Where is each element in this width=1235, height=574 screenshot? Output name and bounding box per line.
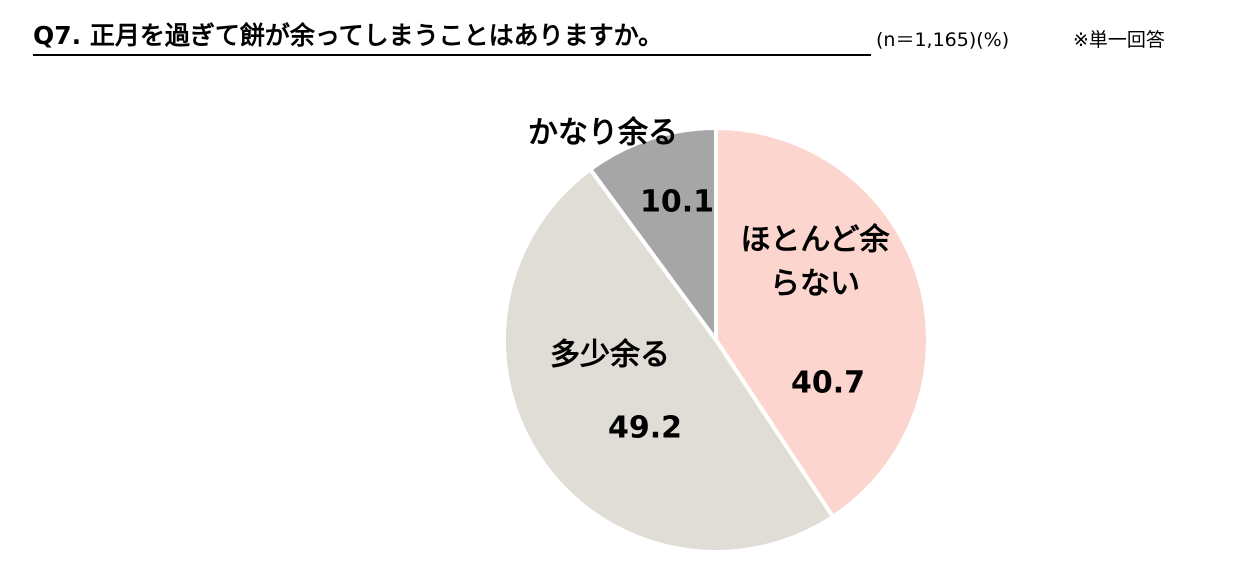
- category-label: かなり余る: [528, 115, 678, 151]
- value-label: 49.2: [607, 410, 683, 446]
- chart-note: ※単一回答: [1073, 29, 1165, 51]
- chart-title: Q7. 正月を過ぎて餅が余ってしまうことはありますか。: [33, 16, 871, 56]
- pie-slice: [587, 125, 718, 347]
- value-label: 40.7: [790, 365, 866, 401]
- pie-slice: [502, 166, 836, 554]
- category-label: ほとんど余らない: [740, 222, 890, 302]
- chart-subtitle: (n＝1,165)(%): [876, 29, 1010, 51]
- value-label: 10.1: [639, 184, 715, 220]
- category-label: 多少余る: [550, 337, 670, 373]
